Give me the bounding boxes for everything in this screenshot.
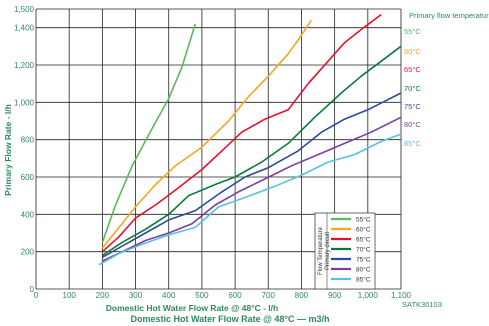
- right-series-label: 80°C: [404, 120, 421, 129]
- x-tick-label: 0: [34, 291, 39, 300]
- legend-label: 65°C: [356, 236, 371, 244]
- y-tick-label: 600: [21, 173, 35, 182]
- series-line-3: [101, 45, 402, 257]
- y-tick-label: 1,500: [14, 5, 35, 14]
- right-series-label: 60°C: [404, 47, 421, 56]
- y-tick-labels: 0 200 400 600 800 1,000 1,200 1,400 1,500: [14, 5, 35, 294]
- right-series-label: 85°C: [404, 139, 421, 148]
- chart-code: SATK30103: [402, 300, 442, 309]
- x-tick-label: 700: [262, 291, 276, 300]
- x-tick-label: 200: [96, 291, 110, 300]
- x-axis-label-secondary: Domestic Hot Water Flow Rate @ 48°C — m3…: [130, 314, 329, 324]
- legend: Flow Temperature Primary circuit 55°C 60°…: [314, 212, 376, 290]
- y-axis-label: Primary Flow Rate - l/h: [3, 104, 13, 196]
- y-tick-label: 800: [21, 136, 35, 145]
- x-tick-labels: 0 100 200 300 400 500 600 700 800 900 1,000 1,100: [34, 291, 412, 300]
- legend-label: 55°C: [356, 216, 371, 224]
- y-tick-label: 0: [30, 285, 35, 294]
- x-tick-label: 1,100: [391, 291, 412, 300]
- legend-label: 85°C: [356, 276, 371, 284]
- series-line-6: [98, 133, 402, 266]
- series-line-5: [102, 116, 402, 262]
- y-tick-label: 1,400: [14, 24, 35, 33]
- x-tick-label: 400: [162, 291, 176, 300]
- x-tick-label: 600: [228, 291, 242, 300]
- x-tick-label: 900: [328, 291, 342, 300]
- x-tick-label: 800: [295, 291, 309, 300]
- series-line-2: [101, 13, 382, 253]
- series-lines: [98, 13, 402, 266]
- right-series-label: 55°C: [404, 27, 421, 36]
- right-label-title: Primary flow temperature: [409, 11, 489, 20]
- legend-label: 80°C: [356, 266, 371, 274]
- y-tick-label: 1,200: [14, 61, 35, 70]
- legend-title-2: Primary circuit: [325, 232, 331, 270]
- x-axis-label: Domestic Hot Water Flow Rate @ 48°C - l/…: [106, 303, 278, 313]
- x-tick-label: 300: [129, 291, 143, 300]
- legend-label: 70°C: [356, 246, 371, 254]
- y-tick-label: 400: [21, 210, 35, 219]
- right-series-label: 75°C: [404, 102, 421, 111]
- x-tick-label: 1,000: [358, 291, 379, 300]
- y-tick-label: 1,000: [14, 98, 35, 107]
- legend-label: 60°C: [356, 226, 371, 234]
- legend-label: 75°C: [356, 256, 371, 264]
- series-line-1: [101, 19, 313, 249]
- y-tick-label: 200: [21, 248, 35, 257]
- legend-title-1: Flow Temperature: [318, 226, 324, 275]
- x-tick-label: 500: [195, 291, 209, 300]
- series-line-0: [101, 23, 197, 243]
- right-series-label: 65°C: [404, 65, 421, 74]
- right-series-labels: 55°C 60°C 65°C 70°C 75°C 80°C 85°C: [404, 27, 421, 148]
- right-series-label: 70°C: [404, 84, 421, 93]
- series-line-4: [102, 92, 402, 258]
- x-tick-label: 100: [63, 291, 77, 300]
- legend-items: 55°C 60°C 65°C 70°C 75°C 80°C 85°C: [331, 216, 371, 284]
- legend-box: [314, 212, 376, 290]
